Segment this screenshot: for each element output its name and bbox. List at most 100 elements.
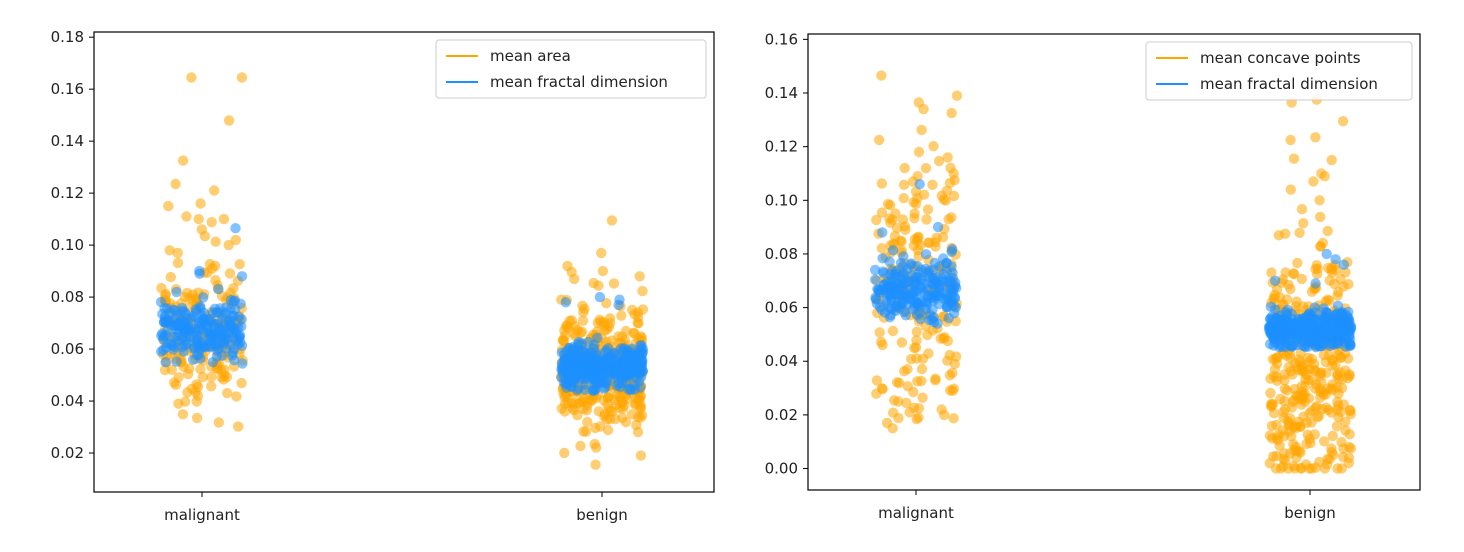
data-point — [1340, 341, 1351, 352]
data-point — [181, 211, 192, 222]
data-point — [916, 264, 927, 275]
data-point — [191, 396, 202, 407]
data-point — [887, 423, 898, 434]
data-point — [1331, 421, 1343, 432]
data-point — [225, 303, 236, 315]
data-point — [1338, 259, 1350, 270]
x-tick-label-benign: benign — [1284, 504, 1335, 522]
data-point — [1280, 267, 1291, 278]
data-point — [1277, 425, 1289, 436]
data-point — [1285, 184, 1297, 195]
data-point — [206, 381, 217, 392]
data-point — [913, 231, 924, 242]
data-point — [209, 185, 220, 196]
data-point — [573, 383, 584, 394]
axes-frame — [807, 33, 1421, 491]
data-point — [198, 292, 209, 303]
data-point — [941, 257, 952, 269]
data-point — [1292, 257, 1303, 269]
data-point — [637, 366, 648, 377]
data-point — [871, 375, 883, 386]
data-point — [870, 292, 881, 303]
data-point — [211, 351, 222, 362]
data-point — [220, 343, 232, 354]
data-point — [918, 103, 929, 115]
data-point — [595, 316, 607, 328]
data-point — [1345, 443, 1357, 454]
data-point — [602, 392, 614, 403]
data-point — [1303, 375, 1314, 386]
data-point — [1338, 443, 1349, 454]
data-point — [177, 155, 189, 166]
x-tick-label-benign: benign — [576, 506, 627, 524]
data-point — [914, 307, 926, 318]
data-point — [224, 268, 236, 279]
data-point — [1312, 412, 1323, 423]
data-point — [199, 231, 211, 242]
data-point — [916, 363, 928, 375]
data-point — [1321, 248, 1332, 260]
data-point — [898, 193, 909, 204]
data-point — [635, 450, 647, 461]
data-point — [1285, 134, 1296, 146]
data-point — [1278, 313, 1289, 325]
data-point — [911, 353, 922, 364]
data-point — [574, 363, 585, 375]
data-point — [927, 179, 938, 190]
data-point — [233, 421, 244, 432]
data-point — [941, 302, 952, 313]
data-point — [902, 364, 913, 375]
data-point — [1326, 154, 1337, 166]
data-point — [589, 438, 600, 450]
data-point — [603, 355, 614, 367]
data-point — [932, 221, 944, 233]
data-point — [588, 362, 599, 374]
data-point — [1275, 393, 1286, 405]
data-point — [1279, 369, 1290, 380]
data-point — [913, 403, 925, 414]
y-tick-label: 0.08 — [51, 288, 84, 306]
data-point — [1319, 323, 1331, 335]
data-point — [1321, 459, 1333, 470]
data-point — [1296, 399, 1307, 410]
data-point — [896, 337, 908, 348]
legend-label: mean fractal dimension — [1200, 75, 1378, 93]
data-point — [578, 306, 589, 318]
data-point — [1298, 390, 1309, 401]
data-point — [1264, 458, 1276, 469]
data-point — [213, 283, 224, 295]
data-point — [193, 213, 204, 225]
data-point — [884, 303, 896, 314]
data-point — [887, 407, 899, 418]
data-point — [1289, 268, 1300, 280]
data-point — [572, 410, 583, 421]
data-point — [182, 328, 193, 339]
data-point — [882, 277, 893, 288]
y-tick-label: 0.12 — [51, 184, 84, 202]
data-point — [1310, 278, 1321, 289]
data-point — [1314, 383, 1326, 394]
left-chart: 0.02 0.04 0.06 0.08 0.10 0.12 0.14 0.16 0.18 mali… — [51, 28, 715, 524]
data-point — [1280, 326, 1292, 337]
data-point — [1288, 153, 1300, 164]
data-point — [1327, 379, 1338, 390]
data-point — [922, 204, 934, 215]
data-point — [946, 246, 957, 257]
data-point — [1342, 372, 1354, 384]
data-point — [916, 124, 927, 136]
legend-label: mean fractal dimension — [490, 73, 668, 91]
data-point — [947, 272, 958, 284]
data-point — [1294, 227, 1305, 238]
data-point — [1330, 254, 1341, 265]
data-point — [617, 364, 628, 375]
data-point — [1270, 275, 1281, 286]
data-point — [596, 247, 607, 259]
data-point — [592, 332, 603, 343]
data-point — [635, 402, 646, 413]
data-point — [599, 383, 610, 394]
data-point — [870, 264, 881, 276]
legend-label: mean area — [490, 47, 571, 65]
data-point — [234, 259, 245, 270]
data-point — [901, 397, 912, 409]
y-tick-label: 0.04 — [51, 392, 84, 410]
